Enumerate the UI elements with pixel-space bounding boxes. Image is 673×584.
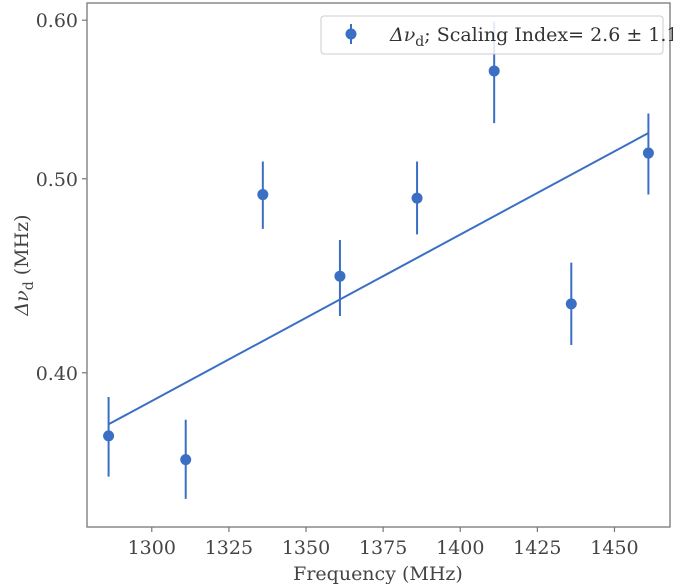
legend-box bbox=[320, 15, 664, 55]
data-point bbox=[565, 298, 577, 310]
tick-layer: 1300 1325 1350 1375 1400 1425 1450 0.40 0.50 0.60 bbox=[36, 10, 639, 559]
y-tick-label: 0.50 bbox=[36, 169, 78, 191]
data-point bbox=[334, 270, 346, 282]
legend-symbol: Δν bbox=[389, 24, 416, 46]
data-point bbox=[411, 192, 423, 204]
data-point bbox=[103, 430, 115, 442]
x-tick-label: 1375 bbox=[359, 537, 407, 559]
y-axis-label-unit: (MHz) bbox=[11, 214, 33, 281]
legend-subscript: d bbox=[415, 34, 424, 50]
legend: Δνd; Scaling Index= 2.6 ± 1.1 bbox=[320, 15, 673, 55]
data-point bbox=[180, 454, 192, 466]
x-tick-label: 1325 bbox=[205, 537, 253, 559]
legend-entry: Δνd; Scaling Index= 2.6 ± 1.1 bbox=[389, 24, 673, 50]
x-tick-label: 1425 bbox=[513, 537, 561, 559]
x-tick-label: 1350 bbox=[282, 537, 330, 559]
plot-area bbox=[86, 2, 671, 528]
data-point bbox=[488, 65, 500, 77]
data-point bbox=[642, 147, 654, 159]
x-axis-label: Frequency (MHz) bbox=[293, 563, 463, 584]
x-tick-label: 1450 bbox=[590, 537, 638, 559]
legend-marker bbox=[345, 28, 357, 40]
y-tick-label: 0.40 bbox=[36, 363, 78, 385]
y-axis-label-symbol: Δν bbox=[11, 290, 33, 317]
legend-text: ; Scaling Index= 2.6 ± 1.1 bbox=[424, 24, 673, 46]
y-axis-label: Δνd (MHz) bbox=[11, 214, 37, 316]
y-axis-label-subscript: d bbox=[21, 281, 37, 290]
fit-line bbox=[108, 132, 649, 426]
data-layer bbox=[103, 21, 654, 499]
data-point bbox=[257, 189, 269, 201]
y-tick-label: 0.60 bbox=[36, 10, 78, 32]
x-tick-label: 1400 bbox=[436, 537, 484, 559]
x-tick-label: 1300 bbox=[128, 537, 176, 559]
